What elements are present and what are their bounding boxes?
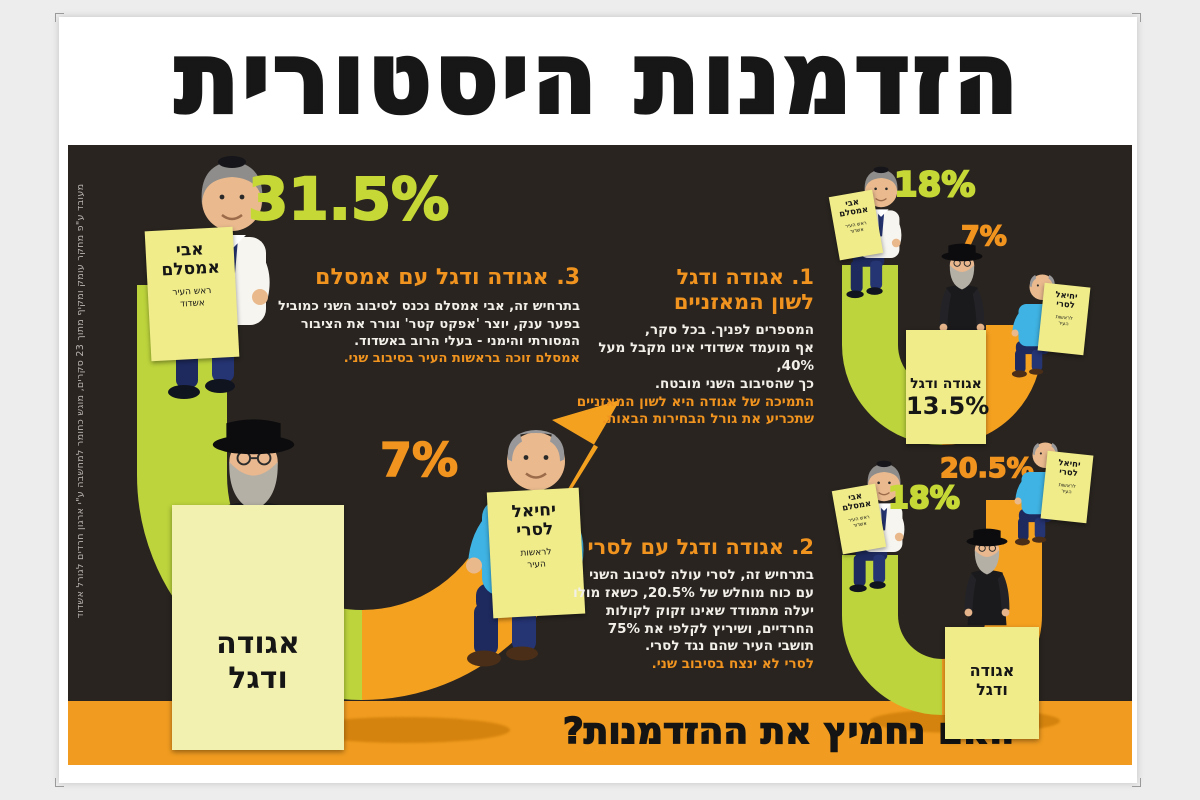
lasri-sign-name: יחיאל לסרי (1054, 289, 1078, 312)
aguda-sign-label: אגודה ודגל (910, 376, 982, 392)
lasri-sign-name: יחיאל לסרי (1057, 457, 1081, 480)
aguda-sign-percent: 13.5% (906, 392, 990, 420)
amsalem-sign-name: אבי אמסלם (841, 491, 873, 514)
crop-mark (55, 13, 64, 22)
lasri-sign-mini: יחיאל לסרי לראשות העיר (1040, 450, 1094, 524)
crop-mark (55, 778, 64, 787)
arrow-green-segment (842, 555, 944, 715)
beard (229, 462, 278, 511)
scenario3-emphasis: אמסלם זוכה בראשות העיר בסיבוב שני. (343, 350, 580, 366)
rabbi-caricature-mini (964, 528, 1010, 626)
amsalem-sign-name: אבי אמסלם (161, 239, 221, 281)
aguda-sign-label: אגודה ודגל (969, 661, 1015, 700)
aguda-sign-scenario1: אגודה ודגל 13.5% (906, 330, 990, 444)
scenario3-block: 3. אגודה ודגל עם אמסלם בתרחיש זה, אבי אמ… (264, 265, 580, 367)
aguda-sign-scenario2: אגודה ודגל (945, 627, 1039, 739)
bottom-question: האם נחמיץ את ההזדמנות? (562, 710, 1015, 753)
amsalem-sign-name: אבי אמסלם (838, 197, 870, 220)
lasri-sign-role: לראשות העיר (1058, 481, 1076, 496)
scenario1-amsalem-percent: 18% (893, 164, 976, 206)
side-hair (507, 433, 522, 462)
scenario2-emphasis: לסרי לא ינצח בסיבוב שני. (651, 656, 814, 673)
scenario2-amsalem-percent: 18% (887, 480, 961, 517)
page-title: הזדמנות היסטורית (173, 22, 1022, 137)
grey-hair (201, 161, 263, 205)
lasri-sign-role: לראשות העיר (1055, 313, 1073, 328)
scenario1-block: 1. אגודה ודגל לשון המאזניים המספרים לפני… (568, 265, 814, 429)
main-lasri-percent: 7% (379, 432, 459, 488)
lasri-sign-mini: יחיאל לסרי לראשות העיר (1037, 282, 1091, 356)
amsalem-sign-role: ראש העיר אשדוד (172, 286, 212, 310)
scenario1-body: המספרים לפניך. בכל סקר, אף מועמד אשדודי … (598, 322, 814, 392)
scenario2-block: 2. אגודה ודגל עם לסרי בתרחיש זה, לסרי עו… (568, 535, 814, 674)
main-amsalem-percent: 31.5% (247, 164, 450, 234)
scenario2-lasri-percent: 20.5% (939, 452, 1034, 485)
crop-mark (1132, 13, 1141, 22)
crop-mark (1132, 778, 1141, 787)
credit-line: מעובד ע"פ מחקר עומק ומקיף מתוך 23 סקרים,… (75, 183, 86, 619)
rabbi-caricature-mini (939, 243, 985, 341)
newspaper-page: הזדמנות היסטורית מעובד ע"פ מחקר עומק ומק… (55, 13, 1141, 787)
rabbi-hat-crown (226, 419, 281, 447)
aguda-sign-main: אגודה ודגל (172, 505, 344, 750)
kippah (218, 156, 246, 168)
scenario2-body: בתרחיש זה, לסרי עולה לסיבוב השני עם כוח … (573, 567, 814, 655)
scenario1-heading: 1. אגודה ודגל לשון המאזניים (673, 265, 814, 315)
amsalem-sign-role: ראש העיר אשדוד (844, 219, 868, 235)
amsalem-sign: אבי אמסלם ראש העיר אשדוד (144, 226, 240, 362)
scenario3-heading: 3. אגודה ודגל עם אמסלם (315, 265, 580, 290)
scenario2-heading: 2. אגודה ודגל עם לסרי (587, 535, 814, 559)
amsalem-sign-role: ראש העיר אשדוד (847, 513, 871, 529)
scenario1-emphasis: התמיכה של אגודה היא לשון המאזניים שתכריע… (576, 393, 814, 428)
infographic-board: מעובד ע"פ מחקר עומק ומקיף מתוך 23 סקרים,… (68, 145, 1132, 750)
aguda-sign-main-label: אגודה ודגל (216, 626, 300, 696)
scenario3-body: בתרחיש זה, אבי אמסלם נכנס לסיבוב השני כמ… (277, 299, 580, 349)
side-hair (550, 433, 565, 462)
